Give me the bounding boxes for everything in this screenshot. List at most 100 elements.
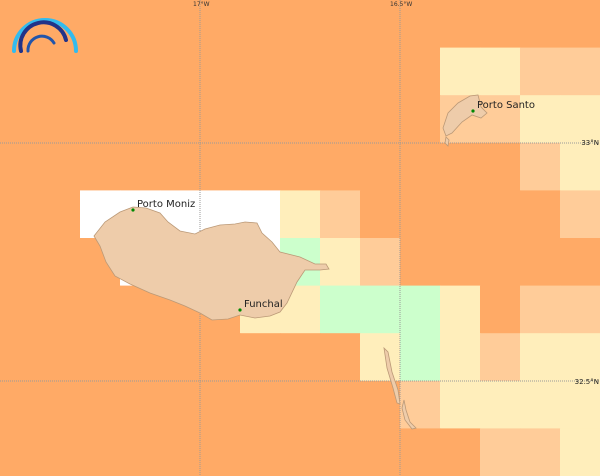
lat-label-33n: 33°N xyxy=(581,139,599,147)
rainbow-logo-icon xyxy=(12,18,78,53)
grid-cell xyxy=(280,428,321,476)
grid-cell xyxy=(280,0,321,49)
grid-cell xyxy=(320,380,361,429)
grid-cell xyxy=(440,238,481,287)
grid-cell xyxy=(280,142,321,191)
porto-santo-island xyxy=(442,94,488,147)
grid-cell xyxy=(560,95,600,144)
grid-cell xyxy=(400,428,441,476)
grid-cell xyxy=(520,285,561,334)
grid-cell xyxy=(480,428,521,476)
grid-cell xyxy=(40,190,81,239)
lon-label-16-5w: 16.5°W xyxy=(390,1,412,8)
grid-cell xyxy=(360,142,401,191)
grid-cell xyxy=(240,428,281,476)
city-funchal[interactable]: Funchal xyxy=(238,299,283,312)
grid-cell xyxy=(120,142,161,191)
grid-cell xyxy=(40,380,81,429)
city-porto-santo[interactable]: Porto Santo xyxy=(471,100,535,113)
city-dot xyxy=(471,109,475,113)
grid-cell xyxy=(400,142,441,191)
lon-label-17w: 17°W xyxy=(193,1,210,8)
grid-cell xyxy=(480,285,521,334)
grid-cell xyxy=(360,0,401,49)
grid-cell xyxy=(360,333,401,382)
grid-cell xyxy=(360,190,401,239)
grid-cell xyxy=(280,95,321,144)
city-label: Funchal xyxy=(244,299,283,310)
grid-cell xyxy=(80,47,121,96)
grid-cell xyxy=(160,47,201,96)
grid-cell xyxy=(200,333,241,382)
grid-cell xyxy=(560,142,600,191)
grid-cell xyxy=(160,0,201,49)
grid-cell xyxy=(480,333,521,382)
grid-cell xyxy=(160,333,201,382)
grid-cell xyxy=(360,428,401,476)
grid-cell xyxy=(240,380,281,429)
grid-cell xyxy=(520,238,561,287)
grid-cell xyxy=(40,333,81,382)
grid-cell xyxy=(560,0,600,49)
grid-cell xyxy=(0,333,41,382)
grid-cell xyxy=(240,0,281,49)
grid-cell xyxy=(280,190,321,239)
grid-cell xyxy=(0,95,41,144)
grid-cell xyxy=(440,142,481,191)
grid-cell xyxy=(480,142,521,191)
grid-cell xyxy=(520,380,561,429)
grid-cell xyxy=(400,190,441,239)
grid-cell xyxy=(200,142,241,191)
grid-cell xyxy=(0,142,41,191)
grid-cell xyxy=(320,142,361,191)
grid-cell xyxy=(320,190,361,239)
grid-cell xyxy=(440,0,481,49)
grid-cell xyxy=(520,142,561,191)
desertas-islands xyxy=(383,346,417,430)
grid-cell xyxy=(80,0,121,49)
grid-cell xyxy=(120,428,161,476)
grid-cell xyxy=(80,380,121,429)
grid-cell xyxy=(120,0,161,49)
grid-cell xyxy=(40,47,81,96)
grid-cell xyxy=(520,95,561,144)
grid-cell xyxy=(80,95,121,144)
land xyxy=(93,94,488,430)
grid-cell xyxy=(480,47,521,96)
city-dot xyxy=(238,308,242,312)
grid-cell xyxy=(280,47,321,96)
grid-cell xyxy=(120,47,161,96)
city-porto-moniz[interactable]: Porto Moniz xyxy=(131,199,195,212)
grid-cell xyxy=(480,380,521,429)
grid-cell xyxy=(240,142,281,191)
grid-cell xyxy=(320,285,361,334)
grid-cell xyxy=(120,380,161,429)
grid-cell xyxy=(560,285,600,334)
grid-cell xyxy=(440,47,481,96)
grid-cell xyxy=(360,47,401,96)
grid-cell xyxy=(440,190,481,239)
grid-cell xyxy=(160,428,201,476)
lat-label-32-5n: 32.5°N xyxy=(575,378,599,386)
grid-cell xyxy=(520,190,561,239)
grid-cell xyxy=(520,47,561,96)
grid-cell xyxy=(480,238,521,287)
grid-cell xyxy=(520,428,561,476)
grid-cell xyxy=(560,190,600,239)
grid-cell xyxy=(40,285,81,334)
grid-cell xyxy=(320,95,361,144)
grid-cell xyxy=(40,95,81,144)
grid-cell xyxy=(320,238,361,287)
grid-cell xyxy=(0,47,41,96)
grid-cell xyxy=(280,380,321,429)
grid-cell xyxy=(400,285,441,334)
grid-cell xyxy=(160,142,201,191)
grid-cell xyxy=(400,333,441,382)
grid-cell xyxy=(0,190,41,239)
grid-cell xyxy=(120,95,161,144)
grid-cell xyxy=(520,0,561,49)
grid-cell xyxy=(560,47,600,96)
grid-cell xyxy=(560,428,600,476)
grid-cell xyxy=(160,95,201,144)
